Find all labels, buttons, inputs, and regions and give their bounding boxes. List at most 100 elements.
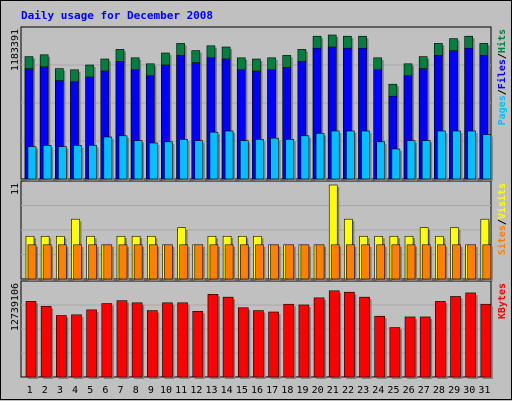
pages-bar-31: [482, 134, 492, 180]
kbytes-bar-25: [389, 327, 401, 378]
kbytes-bar-31: [480, 303, 492, 378]
xtick-label-29: 29: [448, 385, 460, 396]
kbytes-bar-15: [237, 307, 249, 378]
pages-bar-11: [179, 139, 188, 180]
pages-bar-7: [118, 135, 128, 180]
xtick-label-13: 13: [205, 385, 217, 396]
kbytes-bar-17: [268, 311, 279, 378]
xtick-label-12: 12: [190, 385, 202, 396]
ytick-label-visits: 11: [10, 183, 21, 195]
kbytes-bar-20: [313, 297, 325, 378]
kbytes-bar-4: [71, 314, 82, 378]
pages-bar-14: [224, 130, 234, 180]
pages-bar-16: [255, 139, 264, 180]
kbytes-bar-10: [162, 302, 173, 378]
pages-bar-29: [452, 130, 461, 180]
pages-bar-15: [239, 140, 249, 180]
sites-bar-8: [133, 244, 143, 280]
sites-bar-12: [194, 244, 204, 280]
kbytes-bar-9: [146, 310, 158, 378]
xtick-label-21: 21: [327, 385, 339, 396]
sites-bar-24: [376, 244, 386, 280]
kbytes-bar-6: [101, 303, 113, 378]
kbytes-bar-11: [177, 302, 188, 378]
kbytes-bar-22: [344, 291, 355, 378]
sites-bar-26: [406, 244, 416, 280]
pages-bar-9: [148, 142, 158, 180]
kbytes-bar-21: [328, 290, 340, 378]
pages-bar-30: [467, 130, 476, 180]
xtick-label-4: 4: [72, 385, 78, 396]
sites-bar-19: [300, 244, 310, 280]
pages-bar-18: [285, 139, 295, 180]
xtick-label-30: 30: [463, 385, 475, 396]
sites-bar-28: [437, 244, 446, 280]
legend-part: /: [497, 219, 508, 225]
sites-bar-13: [209, 244, 219, 280]
xtick-label-8: 8: [133, 385, 139, 396]
pages-bar-26: [406, 140, 416, 180]
kbytes-bar-5: [86, 309, 97, 378]
pages-bar-25: [391, 148, 401, 180]
xtick-label-31: 31: [478, 385, 490, 396]
xtick-label-18: 18: [281, 385, 293, 396]
pages-bar-27: [421, 140, 431, 180]
kbytes-bar-7: [116, 300, 128, 378]
kbytes-bar-2: [40, 306, 52, 378]
sites-bar-27: [421, 244, 431, 280]
pages-bar-17: [270, 137, 279, 180]
pages-bar-19: [300, 135, 310, 180]
xtick-label-9: 9: [148, 385, 154, 396]
xtick-label-26: 26: [403, 385, 415, 396]
pages-bar-28: [437, 130, 446, 180]
xtick-label-2: 2: [42, 385, 48, 396]
sites-bar-30: [467, 244, 476, 280]
xtick-label-15: 15: [236, 385, 248, 396]
legend-part: KBytes: [497, 283, 508, 319]
kbytes-bar-24: [374, 315, 386, 378]
kbytes-bar-16: [253, 310, 264, 378]
legend-part: Visits: [496, 183, 508, 219]
pages-bar-10: [164, 141, 173, 180]
sites-bar-5: [88, 244, 97, 280]
pages-bar-22: [346, 130, 355, 180]
sites-bar-14: [224, 244, 234, 280]
legend-part: Files: [496, 59, 508, 89]
legend-part: Hits: [496, 29, 508, 53]
kbytes-bar-12: [192, 310, 204, 378]
kbytes-bar-18: [283, 303, 295, 378]
kbytes-bar-13: [207, 294, 219, 378]
kbytes-bar-14: [222, 296, 234, 378]
sites-bar-22: [346, 244, 355, 280]
xtick-label-7: 7: [118, 385, 124, 396]
pages-bar-12: [194, 140, 204, 180]
sites-bar-11: [179, 244, 188, 280]
sites-bar-7: [118, 244, 128, 280]
chart-title: Daily usage for December 2008: [21, 9, 213, 22]
sites-bar-16: [255, 244, 264, 280]
kbytes-bar-26: [404, 316, 416, 378]
kbytes-bar-3: [56, 315, 67, 378]
legend-label-kbytes: KBytes: [497, 283, 508, 319]
xtick-label-11: 11: [175, 385, 187, 396]
kbytes-bar-23: [359, 296, 370, 378]
pages-bar-2: [42, 145, 52, 180]
pages-bar-24: [376, 141, 386, 180]
xtick-label-14: 14: [221, 385, 233, 396]
kbytes-bar-29: [450, 296, 461, 378]
pages-bar-1: [27, 146, 37, 180]
sites-bar-9: [148, 244, 158, 280]
sites-bar-20: [315, 244, 325, 280]
ytick-label-kbytes: 12739106: [10, 283, 21, 331]
xtick-label-1: 1: [27, 385, 33, 396]
sites-bar-10: [164, 244, 173, 280]
sites-bar-29: [452, 244, 461, 280]
xtick-label-28: 28: [433, 385, 445, 396]
sites-bar-15: [239, 244, 249, 280]
xtick-label-25: 25: [387, 385, 399, 396]
pages-bar-20: [315, 133, 325, 180]
sites-bar-6: [103, 244, 113, 280]
xtick-label-22: 22: [342, 385, 354, 396]
